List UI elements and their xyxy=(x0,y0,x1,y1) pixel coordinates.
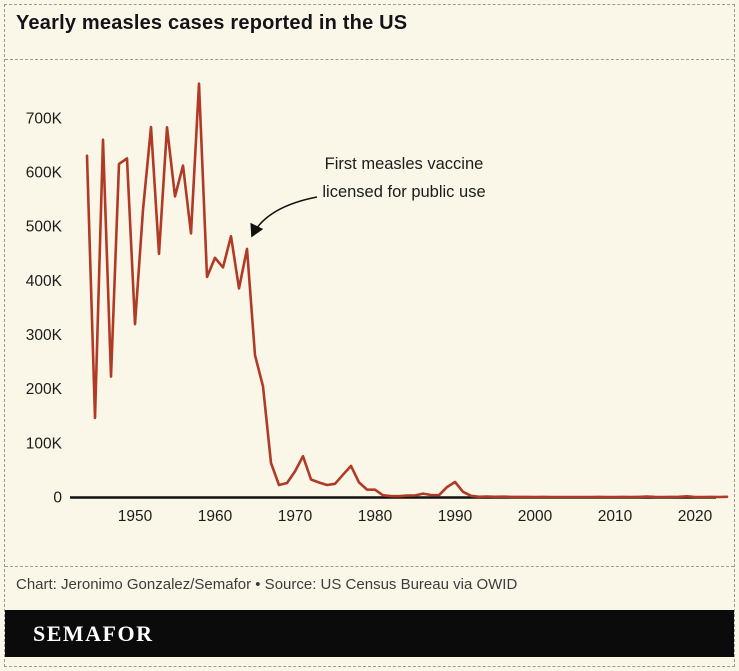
title-separator xyxy=(5,59,734,60)
y-tick-label: 600K xyxy=(26,165,63,182)
y-axis-tick-labels: 0 100K 200K 300K 400K 500K 600K 700K xyxy=(26,110,63,506)
y-tick-label: 100K xyxy=(26,435,63,452)
vaccine-annotation: First measles vaccine licensed for publi… xyxy=(292,150,516,206)
x-tick-label: 2010 xyxy=(598,508,633,525)
annotation-arrow xyxy=(250,196,318,238)
chart-credit: Chart: Jeronimo Gonzalez/Semafor • Sourc… xyxy=(16,576,518,593)
semafor-logo: SEMAFOR xyxy=(33,620,154,646)
chart-title: Yearly measles cases reported in the US xyxy=(16,12,408,34)
y-tick-label: 200K xyxy=(26,381,63,398)
vaccine-annotation-line1: First measles vaccine xyxy=(324,155,484,173)
x-tick-label: 2020 xyxy=(678,508,713,525)
x-tick-label: 1990 xyxy=(438,508,473,525)
vaccine-annotation-line2: licensed for public use xyxy=(322,183,486,201)
y-tick-label: 300K xyxy=(26,327,63,344)
x-tick-label: 1950 xyxy=(118,508,153,525)
y-tick-label: 500K xyxy=(26,219,63,236)
x-tick-label: 2000 xyxy=(518,508,553,525)
measles-cases-line xyxy=(85,82,729,499)
y-tick-label: 700K xyxy=(26,110,63,127)
y-tick-label: 0 xyxy=(53,490,62,507)
x-axis-tick-labels: 1950 1960 1970 1980 1990 2000 2010 2020 xyxy=(118,508,713,525)
x-tick-label: 1970 xyxy=(278,508,313,525)
x-tick-label: 1980 xyxy=(358,508,393,525)
brand-bar: SEMAFOR xyxy=(5,610,734,657)
x-tick-label: 1960 xyxy=(198,508,233,525)
y-tick-label: 400K xyxy=(26,273,63,290)
footer-separator xyxy=(5,566,734,567)
